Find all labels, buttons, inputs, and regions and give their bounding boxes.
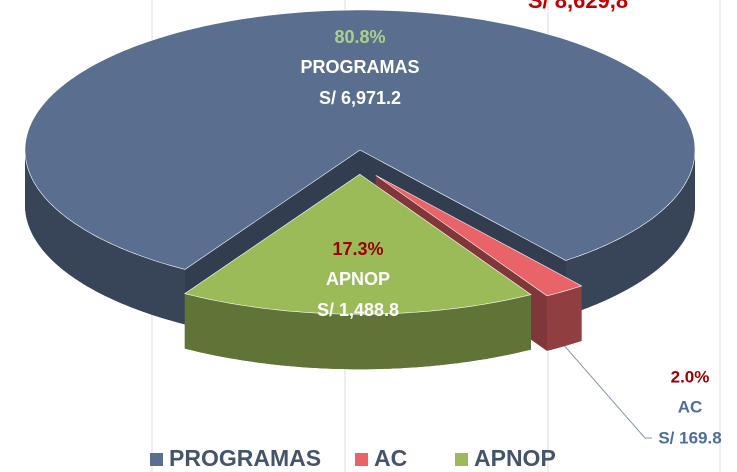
legend-label: PROGRAMAS bbox=[169, 445, 321, 471]
legend-swatch bbox=[355, 453, 368, 466]
slice-wall bbox=[546, 285, 582, 351]
data-label: 17.3% bbox=[332, 239, 383, 259]
legend-swatch bbox=[150, 453, 163, 466]
slice bbox=[184, 173, 532, 315]
legend-label: AC bbox=[374, 445, 407, 471]
legend-label: APNOP bbox=[474, 445, 556, 471]
category-label: PROGRAMAS bbox=[300, 57, 419, 77]
leader-line bbox=[564, 345, 652, 439]
category-label: AC bbox=[678, 397, 703, 416]
legend-swatch bbox=[455, 453, 468, 466]
amount-label: S/ 1,488.8 bbox=[317, 300, 399, 320]
chart-title: S/ 8,629,8 bbox=[528, 0, 628, 13]
slice-wall bbox=[25, 150, 185, 325]
data-label: 80.8% bbox=[334, 27, 385, 47]
slice bbox=[24, 9, 696, 270]
slice-wall bbox=[184, 293, 532, 370]
data-label: 2.0% bbox=[671, 367, 710, 386]
amount-label: S/ 6,971.2 bbox=[319, 88, 401, 108]
slice bbox=[375, 175, 583, 297]
amount-label: S/ 169.8 bbox=[658, 428, 721, 447]
category-label: APNOP bbox=[326, 269, 390, 289]
